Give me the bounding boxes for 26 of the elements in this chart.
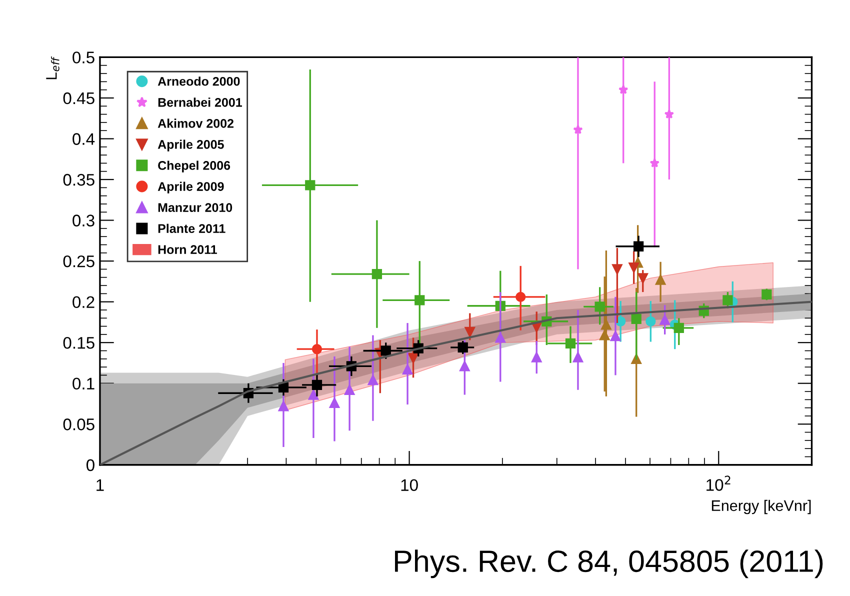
y-tick-label: 0.2	[72, 296, 94, 308]
y-axis-title: L$_{eff}$	[46, 56, 60, 80]
x-tick-label: 10	[401, 479, 418, 492]
y-tick-label: 0.25	[63, 255, 94, 268]
legend-label: Manzur 2010	[158, 203, 232, 212]
legend-label: Plante 2011	[158, 224, 226, 233]
y-tick-label: 0.3	[72, 214, 94, 226]
legend-label: Aprile 2009	[158, 182, 224, 194]
y-tick-label: 0.05	[63, 418, 94, 430]
legend-label: Chepel 2006	[158, 160, 230, 172]
text: Phys. Rev. C 84, 045805 (2011)	[395, 550, 823, 578]
y-tick-label: 0.1	[72, 378, 94, 390]
legend-label: Horn 2011	[158, 245, 217, 254]
x-axis-title: Energy [keVnr]	[712, 500, 811, 514]
y-tick-label: 0	[86, 459, 94, 472]
x-tick-label: 1	[96, 479, 104, 491]
legend-label: Arneodo 2000	[158, 76, 240, 86]
legend-label: Akimov 2002	[158, 118, 234, 128]
x-tick-label: 10$^{2}$	[706, 476, 730, 491]
y-tick-label: 0.4	[72, 133, 95, 145]
legend-label: Aprile 2005	[158, 140, 224, 152]
y-tick-label: 0.15	[63, 336, 94, 349]
y-tick-label: 0.45	[63, 92, 94, 104]
y-tick-label: 0.35	[63, 174, 94, 186]
legend-label: Bernabei 2001	[158, 98, 242, 107]
y-tick-label: 0.5	[72, 52, 94, 64]
